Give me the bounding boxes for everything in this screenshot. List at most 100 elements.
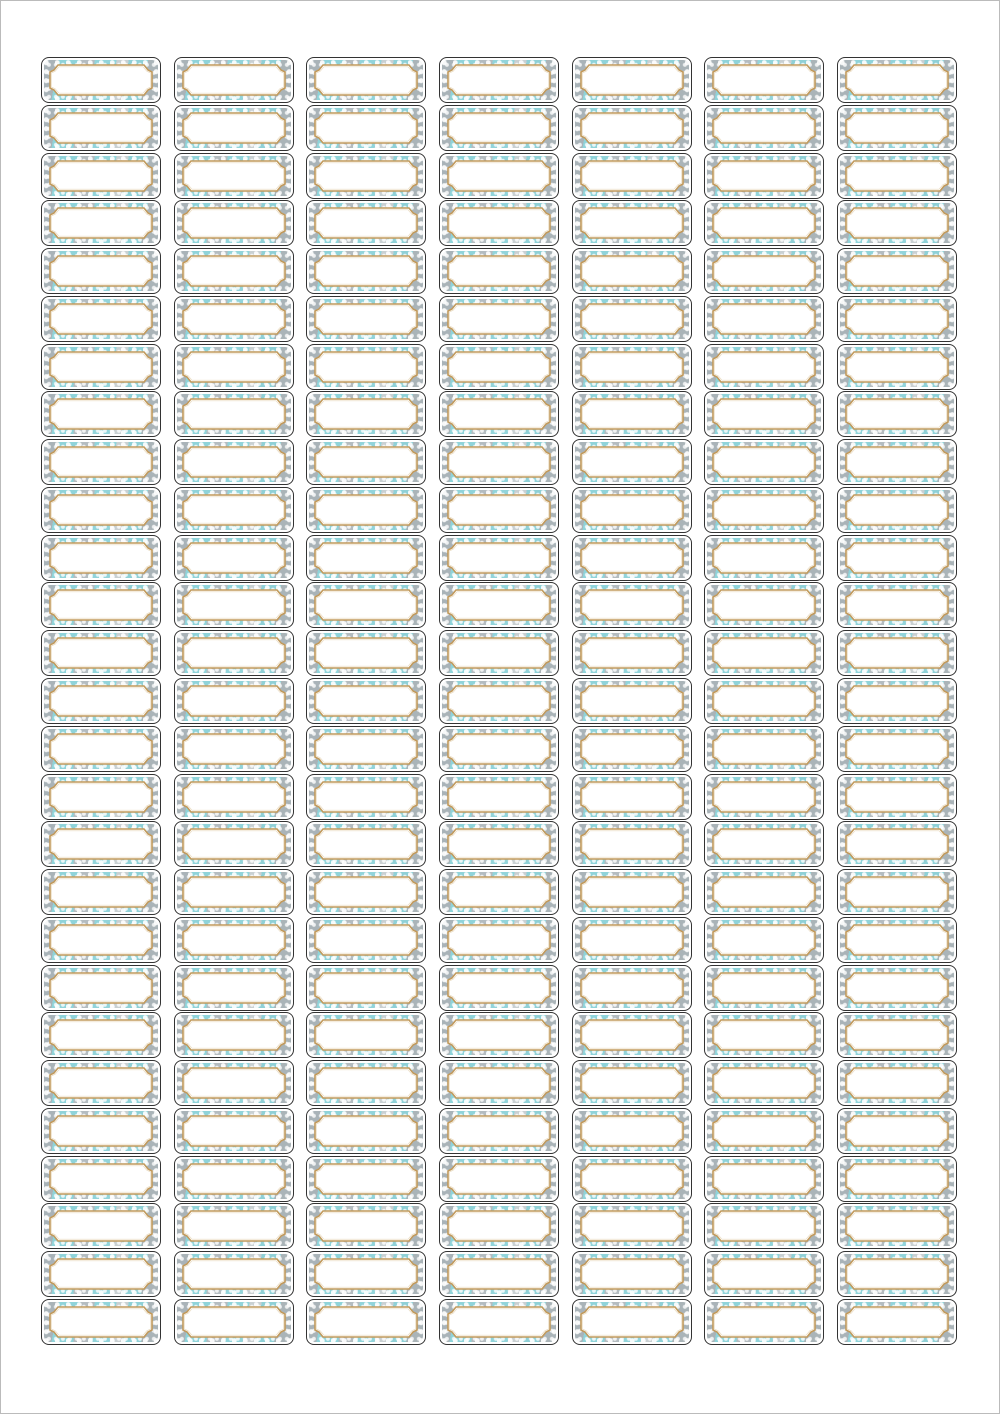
- label[interactable]: [439, 821, 559, 868]
- label[interactable]: [837, 295, 958, 342]
- label[interactable]: [837, 1299, 958, 1346]
- label[interactable]: [571, 678, 692, 724]
- label[interactable]: [439, 57, 559, 103]
- label[interactable]: [439, 248, 559, 295]
- label[interactable]: [571, 343, 692, 390]
- label[interactable]: [173, 439, 294, 486]
- label[interactable]: [704, 582, 825, 629]
- label[interactable]: [41, 964, 161, 1011]
- label[interactable]: [306, 248, 427, 295]
- label[interactable]: [41, 582, 161, 629]
- label[interactable]: [837, 773, 958, 820]
- label[interactable]: [306, 1203, 427, 1250]
- label[interactable]: [439, 152, 559, 199]
- label[interactable]: [173, 630, 294, 677]
- label[interactable]: [439, 1251, 559, 1298]
- label[interactable]: [306, 1299, 427, 1346]
- label[interactable]: [306, 582, 427, 629]
- label[interactable]: [173, 1251, 294, 1298]
- label[interactable]: [571, 1251, 692, 1298]
- label[interactable]: [704, 295, 825, 342]
- label[interactable]: [173, 200, 294, 247]
- label[interactable]: [704, 821, 825, 868]
- label[interactable]: [306, 678, 427, 724]
- label[interactable]: [306, 486, 427, 533]
- label[interactable]: [439, 773, 559, 820]
- label[interactable]: [41, 725, 161, 772]
- label[interactable]: [704, 248, 825, 295]
- label[interactable]: [837, 534, 958, 581]
- label[interactable]: [571, 152, 692, 199]
- label[interactable]: [173, 821, 294, 868]
- label[interactable]: [173, 57, 294, 103]
- label[interactable]: [439, 725, 559, 772]
- label[interactable]: [837, 248, 958, 295]
- label[interactable]: [173, 1107, 294, 1154]
- label[interactable]: [173, 1299, 294, 1346]
- label[interactable]: [306, 152, 427, 199]
- label[interactable]: [704, 678, 825, 724]
- label[interactable]: [439, 295, 559, 342]
- label[interactable]: [837, 391, 958, 438]
- label[interactable]: [571, 1299, 692, 1346]
- label[interactable]: [41, 1251, 161, 1298]
- label[interactable]: [41, 439, 161, 486]
- label[interactable]: [571, 582, 692, 629]
- label[interactable]: [439, 630, 559, 677]
- label[interactable]: [439, 104, 559, 151]
- label[interactable]: [41, 1060, 161, 1107]
- label[interactable]: [173, 1203, 294, 1250]
- label[interactable]: [306, 534, 427, 581]
- label[interactable]: [704, 486, 825, 533]
- label[interactable]: [704, 869, 825, 916]
- label[interactable]: [571, 964, 692, 1011]
- label[interactable]: [837, 1060, 958, 1107]
- label[interactable]: [571, 57, 692, 103]
- label[interactable]: [837, 916, 958, 963]
- label[interactable]: [571, 821, 692, 868]
- label[interactable]: [41, 391, 161, 438]
- label[interactable]: [439, 1203, 559, 1250]
- label[interactable]: [306, 821, 427, 868]
- label[interactable]: [571, 1203, 692, 1250]
- label[interactable]: [837, 821, 958, 868]
- label[interactable]: [571, 295, 692, 342]
- label[interactable]: [439, 391, 559, 438]
- label[interactable]: [41, 1155, 161, 1202]
- label[interactable]: [704, 1299, 825, 1346]
- label[interactable]: [704, 439, 825, 486]
- label[interactable]: [306, 343, 427, 390]
- label[interactable]: [41, 57, 161, 103]
- label[interactable]: [41, 916, 161, 963]
- label[interactable]: [704, 1107, 825, 1154]
- label[interactable]: [306, 964, 427, 1011]
- label[interactable]: [571, 200, 692, 247]
- label[interactable]: [306, 1251, 427, 1298]
- label[interactable]: [837, 725, 958, 772]
- label[interactable]: [571, 725, 692, 772]
- label[interactable]: [41, 630, 161, 677]
- label[interactable]: [704, 773, 825, 820]
- label[interactable]: [837, 964, 958, 1011]
- label[interactable]: [173, 104, 294, 151]
- label[interactable]: [173, 869, 294, 916]
- label[interactable]: [41, 1107, 161, 1154]
- label[interactable]: [173, 534, 294, 581]
- label[interactable]: [439, 1107, 559, 1154]
- label[interactable]: [439, 1155, 559, 1202]
- label[interactable]: [306, 725, 427, 772]
- label[interactable]: [41, 200, 161, 247]
- label[interactable]: [173, 773, 294, 820]
- label[interactable]: [837, 1203, 958, 1250]
- label[interactable]: [41, 821, 161, 868]
- label[interactable]: [439, 678, 559, 724]
- label[interactable]: [41, 295, 161, 342]
- label[interactable]: [439, 439, 559, 486]
- label[interactable]: [837, 104, 958, 151]
- label[interactable]: [173, 486, 294, 533]
- label[interactable]: [173, 295, 294, 342]
- label[interactable]: [571, 1107, 692, 1154]
- label[interactable]: [571, 534, 692, 581]
- label[interactable]: [837, 678, 958, 724]
- label[interactable]: [704, 152, 825, 199]
